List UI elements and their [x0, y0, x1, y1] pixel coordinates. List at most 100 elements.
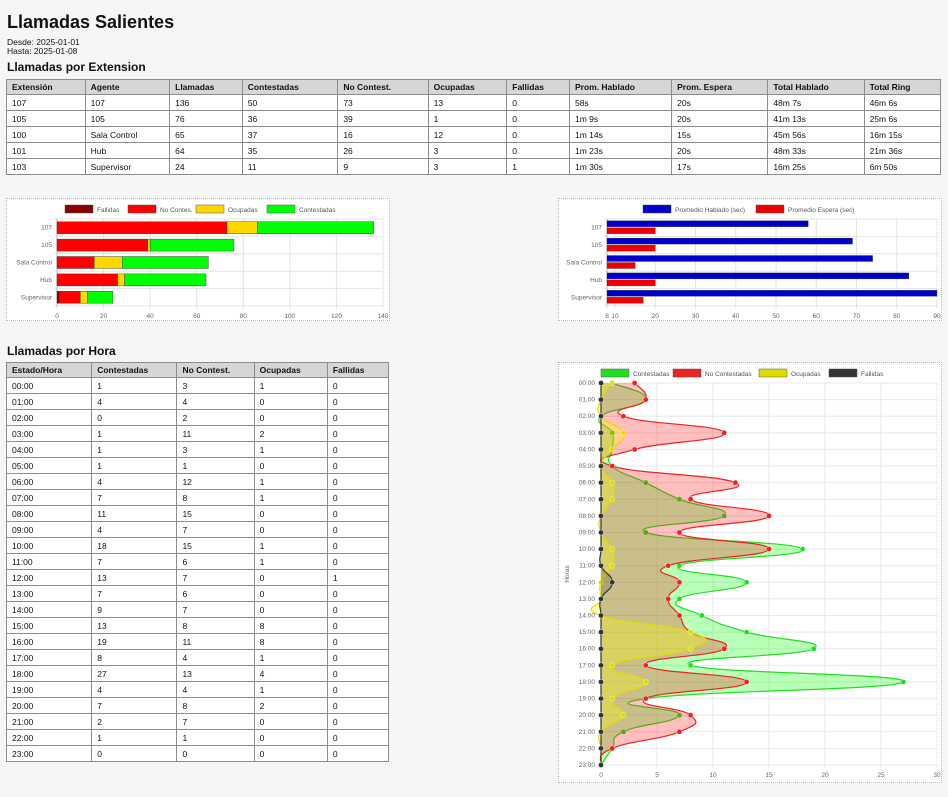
- hour-cell: 21:00: [5, 713, 93, 730]
- hour-cell: 0: [326, 585, 390, 602]
- y-tick-label: Sala Control: [566, 260, 602, 267]
- hour-cell: 01:00: [5, 393, 93, 410]
- hour-cell: 06:00: [5, 473, 93, 490]
- y-tick-label: 12:00: [579, 579, 596, 586]
- ext-header: Total Hablado: [767, 79, 865, 95]
- legend-swatch: [266, 204, 296, 214]
- avg-bar-chart: 8 10 20 30 40 50 60 70 80 90 107 105 Sala Control Hub…: [566, 204, 941, 320]
- data-point: [609, 380, 616, 386]
- ext-cell: 20s: [671, 110, 769, 127]
- hour-cell: 17:00: [5, 649, 93, 666]
- hour-cell: 2: [253, 697, 328, 714]
- hour-cell: 0: [253, 745, 328, 762]
- ext-cell: 76: [169, 110, 243, 127]
- data-point: [676, 579, 683, 586]
- hour-cell: 04:00: [5, 441, 93, 458]
- x-tick-label: 90: [933, 313, 941, 320]
- ext-cell: 25m 6s: [863, 110, 942, 127]
- hour-cell: 0: [326, 681, 390, 698]
- hour-cell: 0: [326, 649, 390, 666]
- hour-cell: 7: [91, 585, 178, 602]
- hour-cell: 0: [253, 601, 328, 618]
- bar-segment: [56, 291, 60, 304]
- hour-cell: 18:00: [5, 665, 93, 682]
- ext-cell: 58s: [568, 94, 673, 111]
- series-line: [599, 382, 770, 766]
- series-area: [598, 383, 904, 765]
- bar-segment: [56, 273, 118, 287]
- data-point: [698, 612, 705, 619]
- bar-segment: [87, 291, 114, 304]
- ext-cell: 0: [506, 126, 570, 143]
- hour-cell: 0: [253, 713, 328, 730]
- ext-cell: 17s: [671, 158, 769, 175]
- hour-cell: 0: [326, 745, 390, 762]
- table-row: 08:00 11 15 0 0: [5, 505, 390, 522]
- hour-cell: 14:00: [5, 601, 93, 618]
- hour-cell: 0: [326, 601, 390, 618]
- ext-cell: 3: [427, 158, 508, 175]
- x-tick-label: 140: [378, 313, 389, 320]
- y-tick-label: 107: [591, 225, 602, 232]
- hour-cell: 7: [91, 553, 178, 570]
- legend-swatch: [828, 368, 858, 378]
- hour-cell: 4: [176, 681, 255, 698]
- hour-cell: 0: [253, 569, 328, 586]
- hour-cell: 4: [91, 681, 178, 698]
- ext-cell: 0: [506, 142, 570, 159]
- hour-cell: 0: [326, 441, 390, 458]
- y-tick-label: Supervisor: [571, 294, 603, 301]
- hour-cell: 00:00: [5, 377, 93, 394]
- hour-cell: 1: [253, 681, 328, 698]
- legend-label: No Contestadas: [705, 371, 752, 378]
- ext-cell: 101: [6, 142, 86, 159]
- hour-header: No Contest.: [176, 362, 255, 378]
- hour-cell: 6: [176, 553, 255, 570]
- hour-cell: 4: [91, 521, 178, 538]
- data-point: [609, 546, 616, 552]
- bar-segment: [56, 238, 149, 252]
- x-tick-label: 100: [284, 313, 295, 320]
- y-tick-label: Hub: [590, 277, 602, 284]
- hour-cell: 0: [326, 713, 390, 730]
- table-row: 16:00 19 11 8 0: [5, 633, 390, 650]
- table-row: 103 Supervisor 24 11 9 3 1 1m 30s 17s 16m 25s 6m 5…: [6, 158, 942, 175]
- ext-cell: 45m 56s: [767, 126, 865, 143]
- ext-cell: 41m 13s: [767, 110, 865, 127]
- data-point: [609, 695, 616, 702]
- hour-cell: 23:00: [5, 745, 93, 762]
- x-tick-label: 80: [240, 313, 248, 320]
- data-point: [643, 679, 649, 685]
- x-tick-label: 0: [55, 313, 59, 320]
- y-tick-label: 20:00: [579, 712, 596, 719]
- y-tick-label: 11:00: [579, 563, 595, 570]
- hour-cell: 0: [326, 553, 390, 570]
- table-row: 21:00 2 7 0 0: [5, 713, 390, 730]
- ext-cell: Supervisor: [84, 158, 171, 175]
- data-point: [676, 529, 683, 536]
- hour-header: Fallidas: [326, 362, 390, 378]
- legend-swatch: [64, 204, 94, 214]
- data-point: [732, 479, 739, 486]
- date-to: Hasta: 2025-01-08: [7, 46, 78, 56]
- y-tick-label: 19:00: [579, 696, 596, 703]
- y-tick-label: 16:00: [579, 646, 596, 653]
- y-tick-label: 107: [41, 225, 52, 232]
- hour-cell: 0: [91, 745, 178, 762]
- data-point: [609, 662, 616, 669]
- bar: [606, 290, 938, 297]
- hour-cell: 0: [326, 521, 390, 538]
- hour-cell: 11: [91, 505, 178, 522]
- hour-cell: 22:00: [5, 729, 93, 746]
- ext-cell: 0: [506, 94, 570, 111]
- table-row: 15:00 13 8 8 0: [5, 617, 390, 634]
- table-row: 03:00 1 11 2 0: [5, 425, 390, 442]
- x-tick-label: 20: [821, 772, 829, 779]
- ext-header: Total Ring: [863, 79, 942, 95]
- data-point: [598, 546, 604, 552]
- hour-table: Estado/Hora Contestadas No Contest. Ocupada…: [5, 362, 390, 762]
- ext-cell: 103: [6, 158, 86, 175]
- bar-segment: [56, 256, 95, 269]
- ext-header: Agente: [84, 79, 171, 95]
- data-point: [598, 728, 604, 735]
